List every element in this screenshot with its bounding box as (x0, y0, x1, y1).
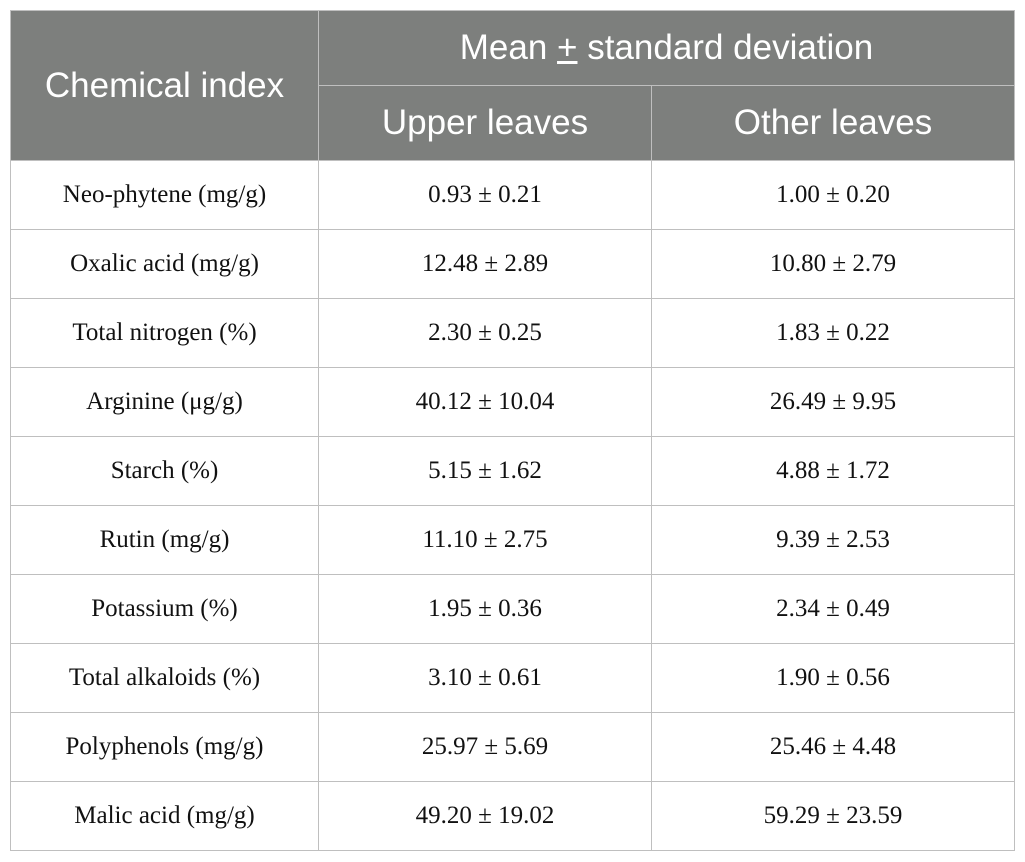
header-group-suffix: standard deviation (577, 28, 874, 67)
cell-index: Potassium (%) (10, 574, 319, 644)
table-row: Potassium (%) 1.95 ± 0.36 2.34 ± 0.49 (10, 574, 1015, 644)
cell-index: Malic acid (mg/g) (10, 781, 319, 851)
cell-index: Rutin (mg/g) (10, 505, 319, 575)
header-group-prefix: Mean (459, 28, 558, 67)
table-row: Arginine (μg/g) 40.12 ± 10.04 26.49 ± 9.… (10, 367, 1015, 437)
header-other-leaves: Other leaves (651, 85, 1015, 161)
table-header: Chemical index Mean + standard deviation… (10, 10, 1015, 161)
cell-upper: 3.10 ± 0.61 (318, 643, 652, 713)
cell-upper: 0.93 ± 0.21 (318, 160, 652, 230)
cell-other: 59.29 ± 23.59 (651, 781, 1015, 851)
cell-other: 9.39 ± 2.53 (651, 505, 1015, 575)
cell-other: 1.00 ± 0.20 (651, 160, 1015, 230)
header-row-top: Chemical index Mean + standard deviation (10, 10, 1015, 161)
header-group-pm: + (557, 28, 578, 67)
cell-index: Total alkaloids (%) (10, 643, 319, 713)
cell-index: Oxalic acid (mg/g) (10, 229, 319, 299)
header-chemical-index: Chemical index (10, 10, 319, 161)
cell-other: 10.80 ± 2.79 (651, 229, 1015, 299)
cell-upper: 1.95 ± 0.36 (318, 574, 652, 644)
table-row: Polyphenols (mg/g) 25.97 ± 5.69 25.46 ± … (10, 712, 1015, 782)
cell-upper: 2.30 ± 0.25 (318, 298, 652, 368)
data-table-container: Chemical index Mean + standard deviation… (10, 10, 1015, 851)
cell-index: Polyphenols (mg/g) (10, 712, 319, 782)
cell-upper: 40.12 ± 10.04 (318, 367, 652, 437)
table-row: Neo-phytene (mg/g) 0.93 ± 0.21 1.00 ± 0.… (10, 160, 1015, 230)
cell-other: 1.83 ± 0.22 (651, 298, 1015, 368)
cell-other: 1.90 ± 0.56 (651, 643, 1015, 713)
cell-other: 4.88 ± 1.72 (651, 436, 1015, 506)
cell-upper: 11.10 ± 2.75 (318, 505, 652, 575)
cell-upper: 49.20 ± 19.02 (318, 781, 652, 851)
table-row: Oxalic acid (mg/g) 12.48 ± 2.89 10.80 ± … (10, 229, 1015, 299)
cell-other: 25.46 ± 4.48 (651, 712, 1015, 782)
header-row-sub: Upper leaves Other leaves (11, 85, 1015, 161)
table-row: Malic acid (mg/g) 49.20 ± 19.02 59.29 ± … (10, 781, 1015, 851)
table-row: Total alkaloids (%) 3.10 ± 0.61 1.90 ± 0… (10, 643, 1015, 713)
cell-index: Arginine (μg/g) (10, 367, 319, 437)
cell-other: 26.49 ± 9.95 (651, 367, 1015, 437)
table-row: Rutin (mg/g) 11.10 ± 2.75 9.39 ± 2.53 (10, 505, 1015, 575)
header-upper-leaves: Upper leaves (318, 85, 652, 161)
cell-other: 2.34 ± 0.49 (651, 574, 1015, 644)
chemical-index-table: Chemical index Mean + standard deviation… (10, 10, 1015, 851)
cell-upper: 25.97 ± 5.69 (318, 712, 652, 782)
cell-index: Total nitrogen (%) (10, 298, 319, 368)
cell-upper: 5.15 ± 1.62 (318, 436, 652, 506)
table-body: Neo-phytene (mg/g) 0.93 ± 0.21 1.00 ± 0.… (10, 160, 1015, 851)
header-mean-sd-group: Mean + standard deviation (318, 10, 1015, 86)
cell-upper: 12.48 ± 2.89 (318, 229, 652, 299)
cell-index: Neo-phytene (mg/g) (10, 160, 319, 230)
table-row: Starch (%) 5.15 ± 1.62 4.88 ± 1.72 (10, 436, 1015, 506)
cell-index: Starch (%) (10, 436, 319, 506)
table-row: Total nitrogen (%) 2.30 ± 0.25 1.83 ± 0.… (10, 298, 1015, 368)
